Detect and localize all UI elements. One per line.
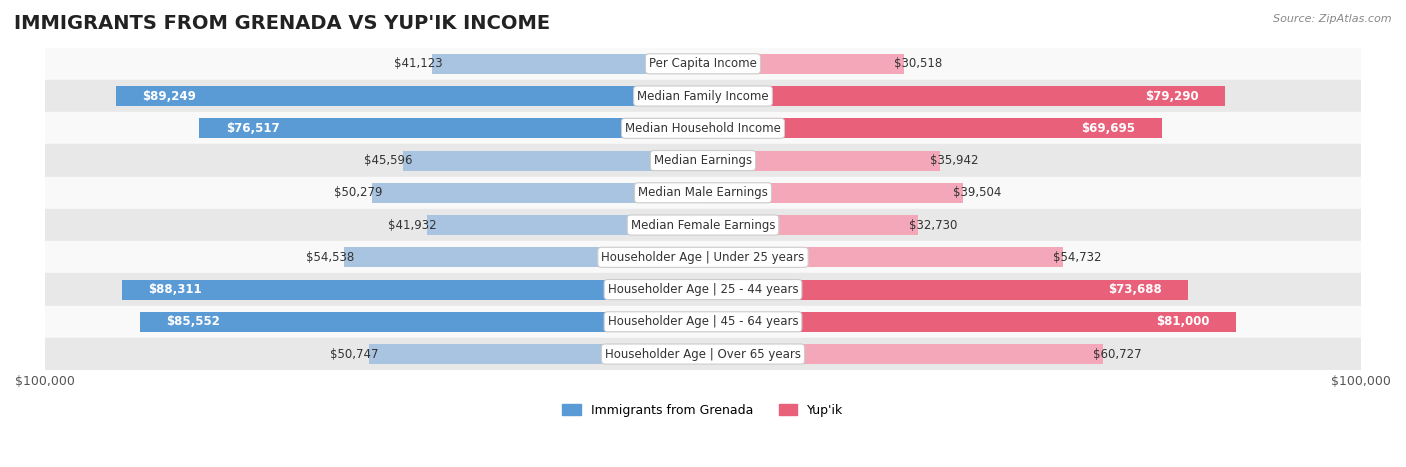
Legend: Immigrants from Grenada, Yup'ik: Immigrants from Grenada, Yup'ik (557, 399, 849, 422)
Text: $60,727: $60,727 (1092, 347, 1142, 361)
Bar (703, 344, 1102, 364)
Bar (141, 312, 703, 332)
Bar (703, 183, 963, 203)
Bar (703, 118, 1161, 138)
Bar (45, 112, 1361, 144)
Text: $54,732: $54,732 (1053, 251, 1102, 264)
Text: $30,518: $30,518 (894, 57, 942, 71)
Text: Source: ZipAtlas.com: Source: ZipAtlas.com (1274, 14, 1392, 24)
Text: $39,504: $39,504 (953, 186, 1001, 199)
Text: $73,688: $73,688 (1108, 283, 1161, 296)
Bar (703, 280, 1188, 299)
Text: Per Capita Income: Per Capita Income (650, 57, 756, 71)
Bar (45, 177, 1361, 209)
Bar (115, 86, 703, 106)
Bar (404, 150, 703, 170)
Bar (703, 248, 1063, 267)
Text: $85,552: $85,552 (166, 315, 221, 328)
Text: Householder Age | Over 65 years: Householder Age | Over 65 years (605, 347, 801, 361)
Bar (703, 150, 939, 170)
Bar (122, 280, 703, 299)
Bar (344, 248, 703, 267)
Text: $50,747: $50,747 (330, 347, 380, 361)
Bar (703, 312, 1236, 332)
Text: $45,596: $45,596 (364, 154, 413, 167)
Text: $54,538: $54,538 (305, 251, 354, 264)
Text: $69,695: $69,695 (1081, 122, 1135, 135)
Text: Median Female Earnings: Median Female Earnings (631, 219, 775, 232)
Text: Median Male Earnings: Median Male Earnings (638, 186, 768, 199)
Text: $41,123: $41,123 (394, 57, 443, 71)
Bar (45, 306, 1361, 338)
Bar (45, 48, 1361, 80)
Bar (703, 86, 1225, 106)
Text: Householder Age | Under 25 years: Householder Age | Under 25 years (602, 251, 804, 264)
Bar (45, 80, 1361, 112)
Text: $81,000: $81,000 (1156, 315, 1209, 328)
Text: Median Earnings: Median Earnings (654, 154, 752, 167)
Bar (200, 118, 703, 138)
Text: $50,279: $50,279 (333, 186, 382, 199)
Bar (433, 54, 703, 74)
Text: $89,249: $89,249 (142, 90, 195, 103)
Bar (45, 144, 1361, 177)
Text: $79,290: $79,290 (1144, 90, 1198, 103)
Text: Householder Age | 45 - 64 years: Householder Age | 45 - 64 years (607, 315, 799, 328)
Bar (373, 183, 703, 203)
Text: $32,730: $32,730 (908, 219, 957, 232)
Text: Median Household Income: Median Household Income (626, 122, 780, 135)
Text: $41,932: $41,932 (388, 219, 437, 232)
Bar (45, 274, 1361, 306)
Text: $35,942: $35,942 (929, 154, 979, 167)
Text: $88,311: $88,311 (148, 283, 202, 296)
Text: Householder Age | 25 - 44 years: Householder Age | 25 - 44 years (607, 283, 799, 296)
Bar (368, 344, 703, 364)
Text: $76,517: $76,517 (226, 122, 280, 135)
Bar (45, 241, 1361, 274)
Bar (703, 215, 918, 235)
Text: IMMIGRANTS FROM GRENADA VS YUP'IK INCOME: IMMIGRANTS FROM GRENADA VS YUP'IK INCOME (14, 14, 550, 33)
Bar (45, 209, 1361, 241)
Bar (703, 54, 904, 74)
Text: Median Family Income: Median Family Income (637, 90, 769, 103)
Bar (45, 338, 1361, 370)
Bar (427, 215, 703, 235)
